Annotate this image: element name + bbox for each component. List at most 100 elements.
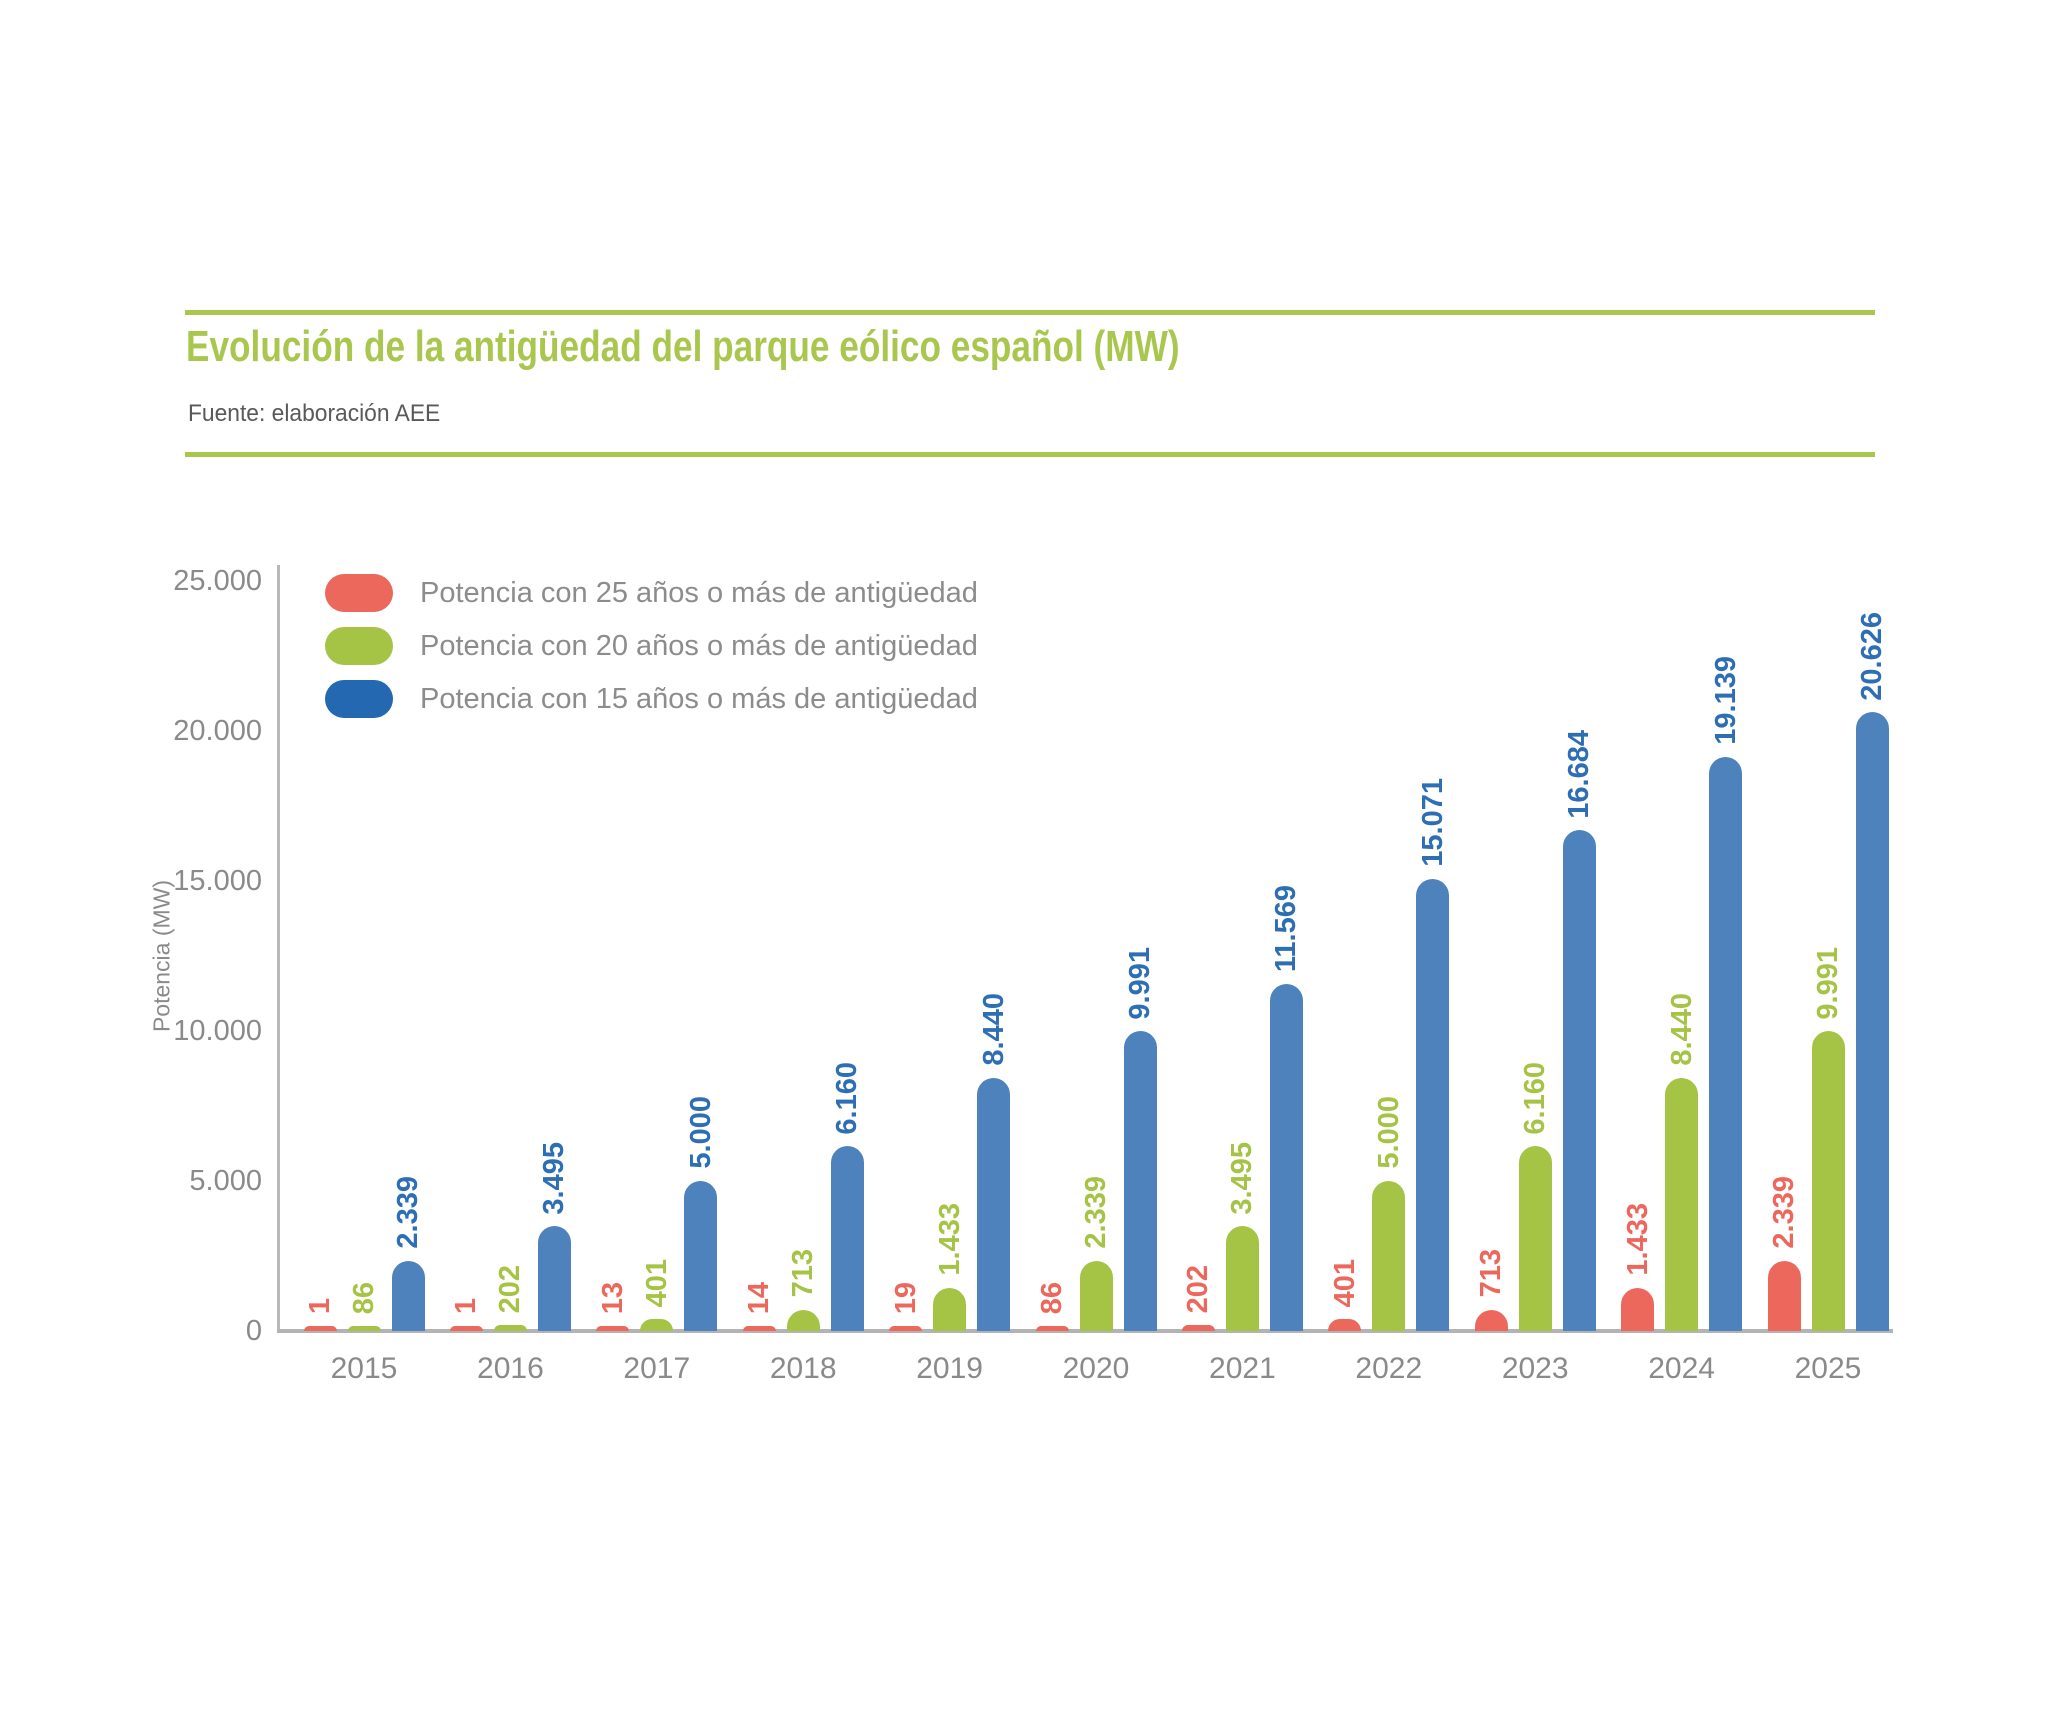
bar-15y-2018 bbox=[830, 1146, 864, 1331]
plot-area: 1 1 13 14 19 86 202 401 713 1.433 2.339 86 202 401 713… bbox=[278, 581, 1893, 1331]
legend-label-15y: Potencia con 15 años o más de antigüedad bbox=[420, 682, 978, 715]
bar-label-25y-2015: 1 bbox=[304, 1297, 336, 1314]
bar-20y-2018 bbox=[786, 1309, 820, 1331]
legend-label-25y: Potencia con 25 años o más de antigüedad bbox=[420, 576, 978, 609]
y-tick-25.000: 25.000 bbox=[173, 565, 262, 597]
chart-title: Evolución de la antigüedad del parque eó… bbox=[186, 322, 1180, 371]
bar-25y-2018 bbox=[742, 1326, 776, 1331]
bar-20y-2021 bbox=[1225, 1226, 1259, 1331]
bar-label-20y-2018: 713 bbox=[787, 1249, 820, 1298]
y-tick-5.000: 5.000 bbox=[189, 1165, 262, 1197]
bar-label-25y-2024: 1.433 bbox=[1621, 1203, 1654, 1277]
legend-swatch-20y bbox=[325, 627, 393, 665]
bar-25y-2015 bbox=[303, 1326, 337, 1331]
chart-source-subtitle: Fuente: elaboración AEE bbox=[188, 400, 441, 427]
bar-label-25y-2017: 13 bbox=[596, 1281, 629, 1314]
y-tick-0: 0 bbox=[245, 1315, 262, 1347]
x-axis-baseline bbox=[277, 1329, 1893, 1333]
bar-label-25y-2023: 713 bbox=[1475, 1249, 1508, 1298]
bar-15y-2021 bbox=[1269, 983, 1303, 1331]
x-tick-2025: 2025 bbox=[1794, 1352, 1862, 1385]
bar-label-25y-2025: 2.339 bbox=[1768, 1176, 1800, 1249]
bar-label-20y-2025: 9.991 bbox=[1812, 946, 1844, 1020]
bar-label-20y-2015: 86 bbox=[348, 1281, 380, 1314]
x-tick-2024: 2024 bbox=[1648, 1352, 1715, 1385]
bar-label-20y-2022: 5.000 bbox=[1372, 1096, 1405, 1169]
x-tick-2023: 2023 bbox=[1501, 1352, 1569, 1385]
legend-label-20y: Potencia con 20 años o más de antigüedad bbox=[420, 629, 978, 662]
bar-15y-2019 bbox=[977, 1077, 1011, 1331]
legend-swatch-15y bbox=[325, 680, 393, 718]
bar-20y-2019 bbox=[933, 1288, 967, 1331]
bar-label-20y-2016: 202 bbox=[494, 1264, 527, 1313]
bar-label-15y-2022: 15.071 bbox=[1416, 778, 1449, 867]
bar-label-15y-2017: 5.000 bbox=[684, 1096, 717, 1169]
bar-15y-2022 bbox=[1416, 878, 1450, 1331]
bar-label-20y-2023: 6.160 bbox=[1519, 1061, 1552, 1135]
x-tick-2022: 2022 bbox=[1355, 1352, 1423, 1385]
bar-15y-2016 bbox=[537, 1226, 571, 1331]
x-tick-2017: 2017 bbox=[623, 1352, 691, 1385]
bar-label-20y-2024: 8.440 bbox=[1665, 993, 1698, 1066]
bar-label-25y-2020: 86 bbox=[1036, 1281, 1068, 1314]
bar-20y-2017 bbox=[640, 1318, 674, 1331]
bar-label-15y-2023: 16.684 bbox=[1563, 729, 1596, 819]
x-tick-2015: 2015 bbox=[330, 1352, 398, 1385]
x-tick-2020: 2020 bbox=[1062, 1352, 1130, 1385]
x-tick-2016: 2016 bbox=[477, 1352, 544, 1385]
x-tick-2018: 2018 bbox=[769, 1352, 837, 1385]
bar-20y-2020 bbox=[1079, 1260, 1113, 1331]
bar-15y-2025 bbox=[1855, 712, 1889, 1331]
bar-label-25y-2022: 401 bbox=[1328, 1258, 1361, 1307]
legend-swatch-25y bbox=[325, 574, 393, 612]
bar-15y-2017 bbox=[684, 1181, 718, 1331]
x-tick-2019: 2019 bbox=[916, 1352, 983, 1385]
bar-label-20y-2021: 3.495 bbox=[1226, 1141, 1259, 1215]
legend-item-20y: Potencia con 20 años o más de antigüedad bbox=[325, 627, 978, 665]
bar-15y-2015 bbox=[391, 1260, 425, 1331]
y-tick-10.000: 10.000 bbox=[173, 1015, 262, 1047]
bar-label-15y-2025: 20.626 bbox=[1856, 611, 1888, 701]
bar-label-25y-2018: 14 bbox=[743, 1281, 776, 1314]
y-axis-title: Potencia (MW) bbox=[148, 879, 175, 1033]
bar-label-20y-2020: 2.339 bbox=[1080, 1176, 1112, 1249]
bar-label-15y-2020: 9.991 bbox=[1124, 946, 1156, 1020]
bar-label-15y-2019: 8.440 bbox=[977, 993, 1010, 1066]
y-tick-15.000: 15.000 bbox=[173, 865, 262, 897]
bar-20y-2025 bbox=[1811, 1031, 1845, 1331]
bar-25y-2022 bbox=[1328, 1318, 1362, 1331]
bar-label-15y-2024: 19.139 bbox=[1709, 656, 1742, 745]
bar-25y-2019 bbox=[889, 1326, 923, 1331]
bar-25y-2020 bbox=[1035, 1326, 1069, 1331]
bar-20y-2024 bbox=[1665, 1077, 1699, 1331]
legend-item-15y: Potencia con 15 años o más de antigüedad bbox=[325, 680, 978, 718]
bar-label-20y-2017: 401 bbox=[640, 1258, 673, 1307]
bar-25y-2016 bbox=[449, 1326, 483, 1331]
y-tick-20.000: 20.000 bbox=[173, 715, 262, 747]
x-tick-2021: 2021 bbox=[1209, 1352, 1276, 1385]
bar-20y-2023 bbox=[1518, 1146, 1552, 1331]
bar-label-15y-2018: 6.160 bbox=[831, 1061, 864, 1135]
bar-25y-2025 bbox=[1767, 1260, 1801, 1331]
bar-label-25y-2021: 202 bbox=[1182, 1264, 1215, 1313]
top-divider-rule bbox=[185, 310, 1875, 315]
bottom-divider-rule bbox=[185, 452, 1875, 457]
bar-25y-2023 bbox=[1474, 1309, 1508, 1331]
bar-20y-2015 bbox=[347, 1326, 381, 1331]
bar-label-15y-2016: 3.495 bbox=[538, 1141, 571, 1215]
bar-25y-2024 bbox=[1621, 1288, 1655, 1331]
bar-20y-2016 bbox=[493, 1324, 527, 1331]
bar-label-25y-2016: 1 bbox=[450, 1297, 483, 1314]
bar-label-25y-2019: 19 bbox=[889, 1281, 922, 1314]
bar-15y-2020 bbox=[1123, 1031, 1157, 1331]
y-axis-line bbox=[277, 565, 280, 1331]
bar-25y-2017 bbox=[596, 1326, 630, 1331]
bar-25y-2021 bbox=[1181, 1324, 1215, 1331]
legend-item-25y: Potencia con 25 años o más de antigüedad bbox=[325, 574, 978, 612]
bar-20y-2022 bbox=[1372, 1181, 1406, 1331]
bar-label-20y-2019: 1.433 bbox=[933, 1203, 966, 1277]
bar-15y-2024 bbox=[1709, 756, 1743, 1331]
bar-label-15y-2021: 11.569 bbox=[1270, 884, 1303, 972]
bar-label-15y-2015: 2.339 bbox=[392, 1176, 424, 1249]
